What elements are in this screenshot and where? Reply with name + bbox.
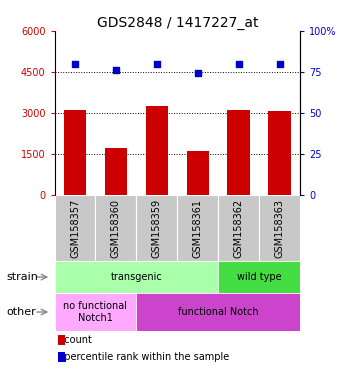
Text: wild type: wild type: [237, 272, 281, 282]
Text: GSM158361: GSM158361: [193, 199, 203, 258]
Text: percentile rank within the sample: percentile rank within the sample: [58, 353, 229, 362]
Text: other: other: [7, 307, 36, 317]
Text: GSM158357: GSM158357: [70, 199, 80, 258]
Text: count: count: [58, 335, 92, 345]
Bar: [218, 262, 300, 293]
Bar: [268, 111, 291, 195]
Point: [113, 67, 119, 73]
Text: GSM158363: GSM158363: [275, 199, 285, 258]
Text: functional Notch: functional Notch: [178, 307, 258, 317]
Bar: [218, 195, 259, 262]
Title: GDS2848 / 1417227_at: GDS2848 / 1417227_at: [97, 16, 258, 30]
Text: GSM158362: GSM158362: [234, 199, 244, 258]
Bar: [55, 293, 136, 331]
Bar: [136, 293, 300, 331]
Point: [277, 61, 282, 67]
Text: GSM158360: GSM158360: [111, 199, 121, 258]
Bar: [136, 195, 177, 262]
Text: transgenic: transgenic: [110, 272, 162, 282]
Bar: [105, 149, 127, 195]
Text: GSM158359: GSM158359: [152, 199, 162, 258]
Text: strain: strain: [7, 272, 39, 282]
Point: [154, 61, 160, 67]
Bar: [55, 262, 218, 293]
Bar: [177, 195, 218, 262]
Bar: [146, 106, 168, 195]
Bar: [187, 151, 209, 195]
Bar: [64, 110, 86, 195]
Bar: [259, 195, 300, 262]
Point: [72, 61, 78, 67]
Bar: [55, 195, 95, 262]
Bar: [227, 110, 250, 195]
Text: no functional
Notch1: no functional Notch1: [63, 301, 128, 323]
Point: [236, 61, 241, 67]
Bar: [95, 195, 136, 262]
Point: [195, 70, 201, 76]
